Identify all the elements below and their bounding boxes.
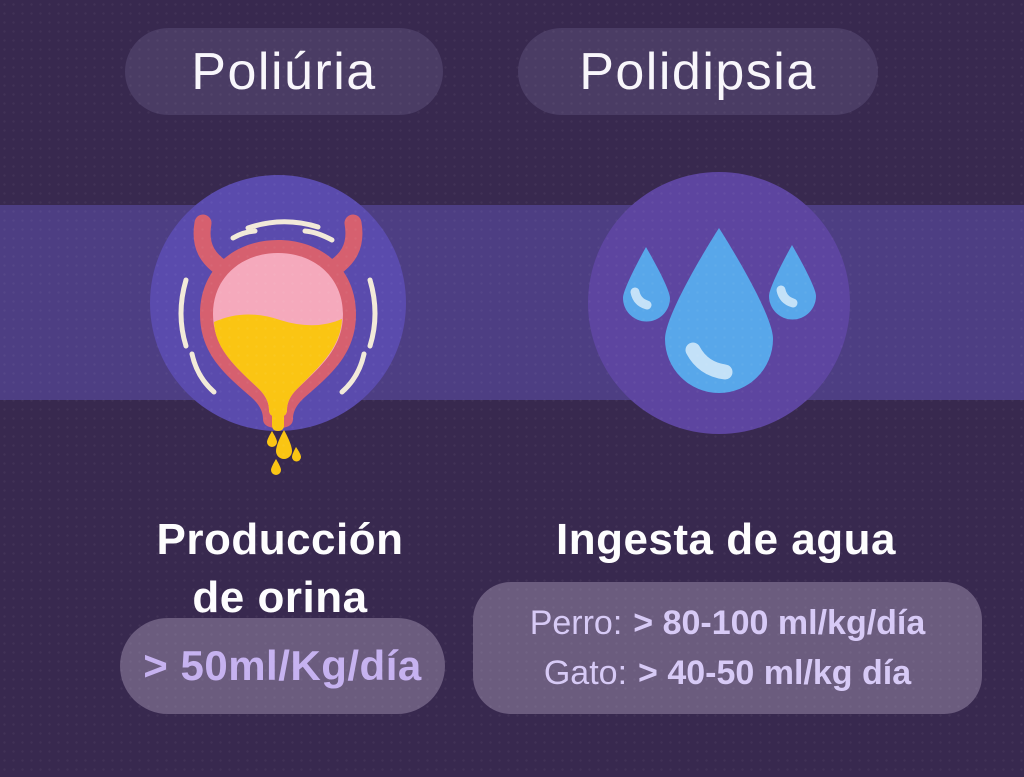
motion-arc xyxy=(367,277,378,349)
motion-arc xyxy=(339,351,367,395)
urine-drips xyxy=(267,430,301,475)
water-intake-subtitle: Ingesta de agua xyxy=(460,511,992,569)
urine-drip xyxy=(267,431,277,447)
polyuria-title: Poliúria xyxy=(191,42,377,101)
motion-arcs xyxy=(178,219,378,395)
cat-value: > 40-50 ml/kg día xyxy=(638,654,912,692)
motion-arc xyxy=(178,277,189,349)
dog-label: Perro: xyxy=(529,604,623,642)
motion-arc xyxy=(189,351,217,395)
urine-production-line1: Producción xyxy=(156,515,404,564)
urine-fill xyxy=(214,314,342,417)
motion-arc xyxy=(230,228,258,241)
water-drops-icon xyxy=(588,172,850,434)
cat-label: Gato: xyxy=(543,654,628,692)
urine-drip xyxy=(276,430,292,459)
urine-production-line2: de orina xyxy=(192,573,368,622)
polyuria-header-pill: Poliúria xyxy=(125,28,443,115)
drop-highlight xyxy=(630,287,652,310)
urine-production-subtitle: Producción de orina xyxy=(85,511,475,627)
urine-production-value-pill: > 50ml/Kg/día xyxy=(120,618,445,714)
urine-drip xyxy=(292,447,301,462)
bladder-icon xyxy=(150,175,406,475)
water-intake-values-box: Perro: > 80-100 ml/kg/día Gato: > 40-50 ml… xyxy=(473,582,982,714)
motion-arc xyxy=(245,219,321,231)
water-drop-small-right xyxy=(769,245,816,320)
urine-drip xyxy=(271,459,281,475)
dog-value: > 80-100 ml/kg/día xyxy=(633,604,926,642)
polydipsia-header-pill: Polidipsia xyxy=(518,28,878,115)
drop-highlight xyxy=(685,342,733,380)
dog-value-row: Perro: > 80-100 ml/kg/día xyxy=(530,598,926,648)
water-intake-text: Ingesta de agua xyxy=(555,515,897,564)
urine-stream xyxy=(272,412,284,431)
water-drop-small-left xyxy=(623,247,670,322)
cat-value-row: Gato: > 40-50 ml/kg día xyxy=(544,648,911,698)
polydipsia-title: Polidipsia xyxy=(579,42,817,101)
motion-arc xyxy=(302,228,335,243)
drop-highlight xyxy=(776,285,798,308)
urine-production-value: > 50ml/Kg/día xyxy=(143,642,422,689)
water-drop-highlights xyxy=(630,285,798,380)
